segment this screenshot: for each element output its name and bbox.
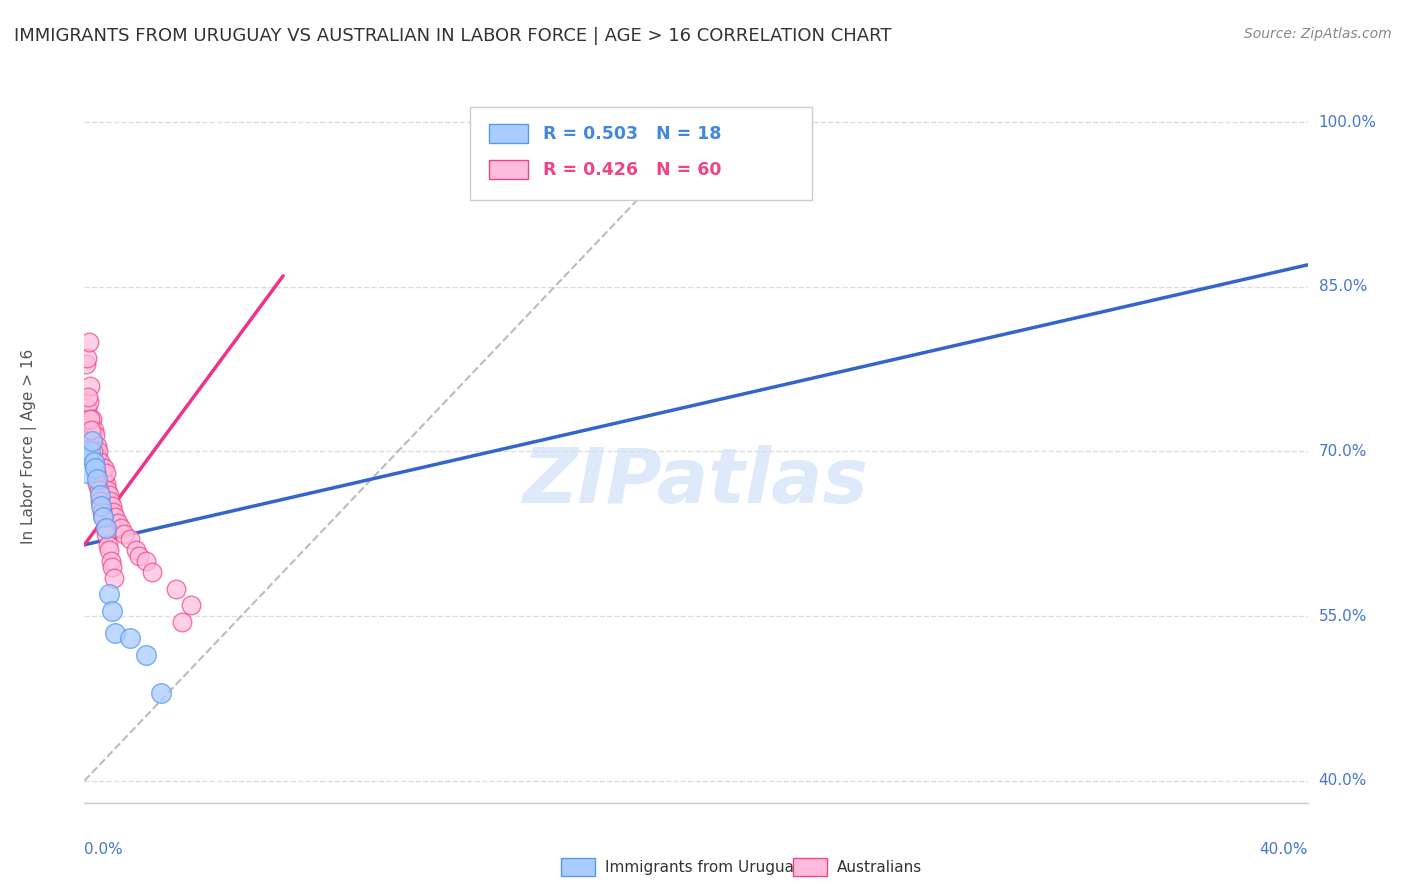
Point [110, 521, 132, 535]
Point [77, 450, 100, 464]
Point [79, 411, 101, 425]
Point [120, 533, 142, 547]
Text: In Labor Force | Age > 16: In Labor Force | Age > 16 [21, 349, 38, 543]
Point [76, 351, 98, 366]
Point [104, 625, 127, 640]
Point [172, 615, 194, 629]
Point [83, 455, 105, 469]
Text: Australians: Australians [837, 860, 922, 874]
Point [89, 488, 111, 502]
Point [96, 526, 118, 541]
Text: 85.0%: 85.0% [1319, 279, 1367, 294]
Point [135, 648, 157, 662]
Point [84, 461, 107, 475]
Point [91, 472, 114, 486]
Point [180, 598, 202, 612]
Point [90, 467, 112, 481]
Text: ZIPatlas: ZIPatlas [523, 445, 869, 518]
Text: 70.0%: 70.0% [1319, 444, 1367, 459]
Point [82, 444, 104, 458]
Point [89, 494, 111, 508]
Point [96, 483, 118, 497]
Point [89, 461, 111, 475]
Point [77, 334, 100, 349]
Point [84, 428, 107, 442]
Point [80, 434, 103, 448]
Point [91, 510, 114, 524]
Point [77, 395, 100, 409]
Text: 55.0%: 55.0% [1319, 608, 1367, 624]
Text: 0.0%: 0.0% [84, 842, 124, 857]
FancyBboxPatch shape [489, 124, 529, 144]
Point [76, 467, 98, 481]
Point [80, 423, 103, 437]
Text: R = 0.426   N = 60: R = 0.426 N = 60 [543, 161, 721, 178]
Point [79, 378, 101, 392]
Point [89, 455, 111, 469]
Point [93, 477, 115, 491]
Point [87, 455, 110, 469]
Text: Source: ZipAtlas.com: Source: ZipAtlas.com [1244, 27, 1392, 41]
Point [128, 549, 150, 563]
Point [125, 543, 148, 558]
Point [97, 587, 120, 601]
Point [94, 477, 117, 491]
Point [103, 505, 125, 519]
Point [76, 401, 98, 415]
Point [79, 444, 101, 458]
Point [94, 467, 117, 481]
Point [84, 444, 107, 458]
FancyBboxPatch shape [470, 107, 813, 200]
Point [98, 494, 121, 508]
Point [107, 516, 129, 530]
Point [104, 510, 127, 524]
Point [77, 390, 100, 404]
Point [84, 467, 107, 481]
Point [80, 428, 103, 442]
Point [83, 439, 105, 453]
Point [120, 631, 142, 645]
Point [685, 137, 707, 152]
Point [103, 571, 125, 585]
Point [90, 500, 112, 514]
Point [83, 455, 105, 469]
Point [87, 483, 110, 497]
Text: R = 0.503   N = 18: R = 0.503 N = 18 [543, 125, 721, 143]
Point [101, 500, 124, 514]
Point [86, 472, 108, 486]
Text: 40.0%: 40.0% [1260, 842, 1308, 857]
Text: IMMIGRANTS FROM URUGUAY VS AUSTRALIAN IN LABOR FORCE | AGE > 16 CORRELATION CHAR: IMMIGRANTS FROM URUGUAY VS AUSTRALIAN IN… [14, 27, 891, 45]
Point [83, 423, 105, 437]
Point [97, 538, 120, 552]
Point [100, 554, 122, 568]
Point [86, 477, 108, 491]
Point [91, 510, 114, 524]
Text: 40.0%: 40.0% [1319, 773, 1367, 789]
Point [75, 357, 97, 371]
Point [135, 554, 157, 568]
Point [101, 559, 124, 574]
Point [86, 450, 108, 464]
Point [141, 566, 163, 580]
Point [91, 505, 114, 519]
Point [97, 488, 120, 502]
Point [101, 604, 124, 618]
Text: Immigrants from Uruguay: Immigrants from Uruguay [605, 860, 803, 874]
Point [165, 582, 187, 596]
Point [94, 521, 117, 535]
Point [149, 686, 172, 700]
Point [87, 444, 110, 458]
Point [94, 521, 117, 535]
Point [86, 439, 108, 453]
Point [79, 417, 101, 431]
FancyBboxPatch shape [489, 160, 529, 179]
Point [112, 526, 135, 541]
Point [80, 411, 103, 425]
Point [98, 543, 121, 558]
Text: 100.0%: 100.0% [1319, 115, 1376, 129]
Point [93, 461, 115, 475]
